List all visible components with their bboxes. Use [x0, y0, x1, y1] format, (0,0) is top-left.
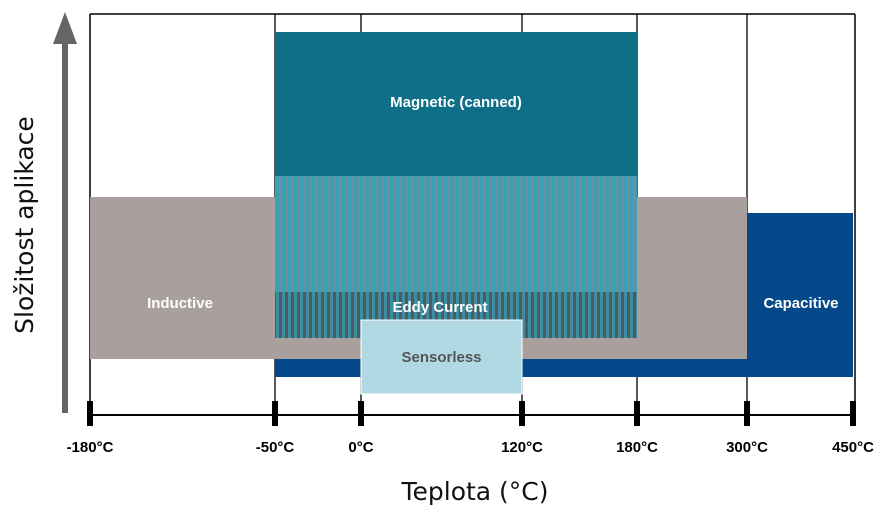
tick-label: 300°C	[726, 439, 768, 456]
tick-mark	[87, 401, 93, 426]
tick-label: -180°C	[67, 439, 114, 456]
band-sensorless	[360, 319, 523, 395]
tick-label: 180°C	[616, 439, 658, 456]
label-eddy-current: Eddy Current	[392, 299, 487, 316]
y-axis-label: Složitost aplikace	[10, 116, 39, 334]
y-axis-arrow-head	[53, 12, 77, 44]
tick-mark	[519, 401, 525, 426]
bands	[90, 32, 853, 395]
band-eddy-current	[275, 176, 637, 292]
label-inductive: Inductive	[147, 295, 213, 312]
label-magnetic-canned: Magnetic (canned)	[390, 94, 522, 111]
tick-label: 0°C	[348, 439, 373, 456]
label-capacitive: Capacitive	[763, 295, 838, 312]
tick-mark	[272, 401, 278, 426]
tick-label: 120°C	[501, 439, 543, 456]
tick-label: -50°C	[256, 439, 295, 456]
tick-mark	[850, 401, 856, 426]
tick-label: 450°C	[832, 439, 874, 456]
tick-mark	[358, 401, 364, 426]
tick-mark	[744, 401, 750, 426]
x-axis-label: Teplota (°C)	[400, 477, 548, 506]
label-sensorless: Sensorless	[401, 349, 481, 366]
x-ticks: -180°C -50°C 0°C 120°C 180°C 300°C 450°C	[67, 401, 874, 456]
band-magnetic-canned	[275, 32, 637, 176]
band-labels: Magnetic (canned) Inductive Eddy Current Ca…	[147, 94, 838, 366]
tick-mark	[634, 401, 640, 426]
